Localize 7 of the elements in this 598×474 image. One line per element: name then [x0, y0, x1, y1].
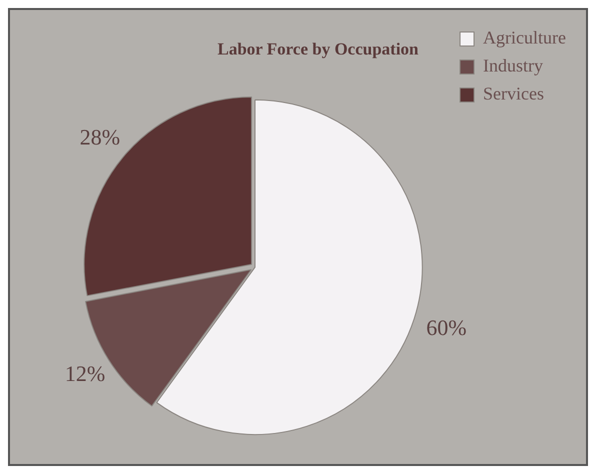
text: Labor Force by Occupation [217, 40, 420, 59]
data-label: 28% [80, 124, 120, 150]
legend-label: Industry [483, 56, 544, 76]
data-label: 60% [426, 315, 467, 340]
legend-label: Agriculture [483, 28, 566, 48]
legend-label: Services [483, 84, 544, 104]
data-label: 12% [64, 360, 106, 386]
